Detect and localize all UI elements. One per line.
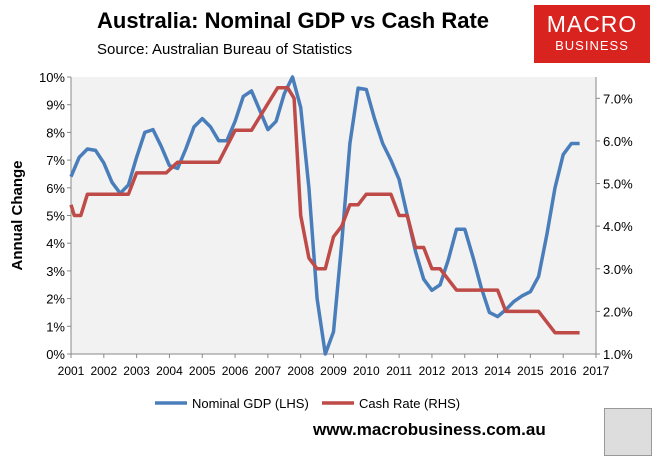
left-tick-label: 4%	[46, 236, 65, 251]
left-tick-label: 0%	[46, 347, 65, 362]
logo-line2: BUSINESS	[555, 38, 629, 53]
right-tick-label: 2.0%	[603, 304, 633, 319]
chart-title: Australia: Nominal GDP vs Cash Rate	[97, 8, 490, 33]
left-tick-label: 10%	[39, 70, 65, 85]
legend-label: Cash Rate (RHS)	[359, 396, 460, 411]
left-tick-label: 9%	[46, 98, 65, 113]
right-tick-label: 6.0%	[603, 134, 633, 149]
x-tick-label: 2016	[550, 364, 577, 378]
x-tick-label: 2015	[517, 364, 544, 378]
left-tick-label: 2%	[46, 292, 65, 307]
x-tick-label: 2003	[123, 364, 150, 378]
x-tick-label: 2002	[90, 364, 117, 378]
right-tick-label: 1.0%	[603, 347, 633, 362]
y-axis-label: Annual Change	[9, 160, 26, 270]
logo-line1: MACRO	[546, 11, 638, 37]
legend-label: Nominal GDP (LHS)	[192, 396, 309, 411]
x-tick-label: 2013	[451, 364, 478, 378]
right-tick-label: 4.0%	[603, 219, 633, 234]
right-tick-label: 7.0%	[603, 91, 633, 106]
x-tick-label: 2011	[386, 364, 412, 378]
website-url: www.macrobusiness.com.au	[313, 420, 546, 439]
x-tick-label: 2008	[287, 364, 314, 378]
left-tick-label: 3%	[46, 264, 65, 279]
left-tick-label: 6%	[46, 181, 65, 196]
wolf-logo-icon	[604, 408, 652, 456]
x-tick-label: 2017	[583, 364, 610, 378]
left-tick-label: 8%	[46, 125, 65, 140]
x-tick-label: 2007	[255, 364, 282, 378]
chart-subtitle: Source: Australian Bureau of Statistics	[97, 41, 353, 58]
line-chart: 0% 1% 2% 3% 4% 5% 6% 7% 8% 9% 10% 1.0% 2.0% 3.0% 4.0% 5…	[9, 70, 633, 411]
macrobusiness-logo: MACRO BUSINESS	[534, 5, 650, 63]
x-tick-label: 2009	[320, 364, 347, 378]
right-tick-label: 3.0%	[603, 262, 633, 277]
left-tick-label: 5%	[46, 209, 65, 224]
x-tick-label: 2014	[484, 364, 511, 378]
series-line-cash-rate	[69, 85, 580, 335]
x-tick-label: 2006	[222, 364, 249, 378]
right-tick-label: 5.0%	[603, 177, 633, 192]
x-tick-label: 2010	[353, 364, 380, 378]
x-tick-label: 2004	[156, 364, 183, 378]
x-tick-label: 2012	[419, 364, 446, 378]
left-tick-label: 1%	[46, 319, 65, 334]
left-tick-label: 7%	[46, 153, 65, 168]
series-line-nominal-gdp	[69, 75, 580, 356]
x-tick-label: 2005	[189, 364, 216, 378]
x-tick-label: 2001	[58, 364, 85, 378]
